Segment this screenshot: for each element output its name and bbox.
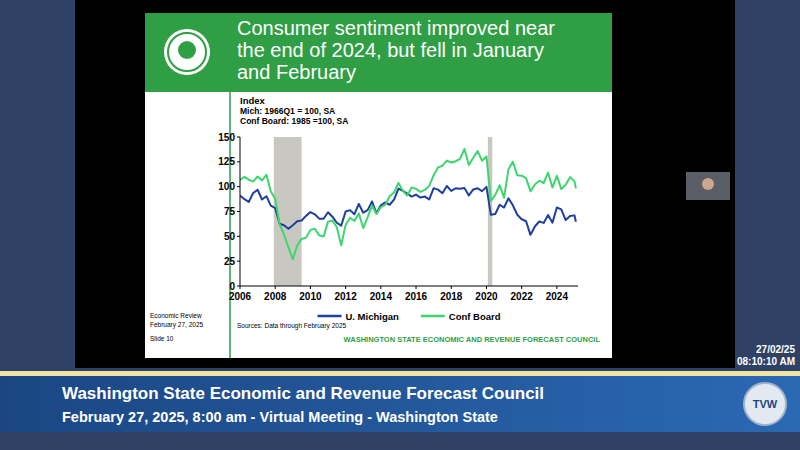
x-tick-label: 2024: [546, 291, 569, 302]
timestamp: 08:10:10 AM: [737, 356, 795, 367]
footer-left: Slide 10: [150, 335, 174, 342]
y-tick: [237, 236, 240, 237]
banner-subtitle: February 27, 2025, 8:00 am - Virtual Mee…: [62, 409, 498, 425]
screen: [75, 0, 735, 368]
slide: [145, 13, 612, 358]
y-tick-label: 125: [218, 156, 235, 167]
x-tick: [521, 286, 522, 289]
seal: [164, 29, 210, 75]
x-axis: [240, 286, 578, 287]
y-tick-label: 100: [218, 181, 235, 192]
x-tick-label: 2012: [335, 291, 358, 302]
x-tick-label: 2020: [475, 291, 498, 302]
series-line: [240, 149, 576, 259]
x-tick: [451, 286, 452, 289]
timestamp: 27/02/25: [756, 344, 795, 355]
legend-label: Conf Board: [449, 311, 501, 322]
y-tick: [237, 161, 240, 162]
x-tick: [380, 286, 381, 289]
page: Consumer sentiment improved nearthe end …: [0, 0, 800, 450]
y-tick-label: 75: [224, 206, 236, 217]
logo-text: TVW: [753, 398, 778, 410]
background: [0, 0, 800, 450]
legend-swatch: [317, 315, 341, 318]
y-tick: [237, 261, 240, 262]
title: Consumer sentiment improved nearthe end …: [237, 17, 555, 83]
x-tick: [240, 286, 241, 289]
y-tick-label: 25: [224, 256, 236, 267]
title-line: Consumer sentiment improved near: [237, 17, 555, 39]
x-tick-label: 2018: [440, 291, 463, 302]
banner-rule: [0, 371, 800, 376]
y-tick: [237, 211, 240, 212]
x-tick-label: 2016: [405, 291, 428, 302]
title-line: the end of 2024, but fell in January: [237, 39, 544, 61]
banner: [0, 376, 800, 432]
x-tick-label: 2010: [299, 291, 322, 302]
legend-swatch: [421, 315, 445, 318]
y-tick: [237, 186, 240, 187]
webcam-face: [702, 178, 714, 190]
x-tick: [556, 286, 557, 289]
source: Sources: Data through February 2025: [237, 322, 347, 330]
legend: U. Michigan Conf Board: [317, 311, 500, 322]
y-tick-label: 150: [218, 132, 235, 143]
x-tick-label: 2022: [511, 291, 534, 302]
y-tick-label: 0: [229, 281, 235, 292]
x-tick: [486, 286, 487, 289]
x-tick-label: 2006: [229, 291, 252, 302]
x-tick: [416, 286, 417, 289]
y-label: Index: [240, 95, 266, 106]
y-tick: [237, 137, 240, 138]
slide-header: [145, 13, 612, 92]
x-tick: [310, 286, 311, 289]
y-tick-label: 50: [224, 231, 236, 242]
annotation: Conf Board: 1985 =100, SA: [240, 116, 348, 126]
seal-ring: [168, 33, 206, 71]
footer-left: February 27, 2025: [150, 321, 204, 329]
banner-title: Washington State Economic and Revenue Fo…: [62, 384, 544, 403]
legend-label: U. Michigan: [345, 311, 399, 322]
footer-right: WASHINGTON STATE ECONOMIC AND REVENUE FO…: [344, 335, 601, 344]
seal-bust: [178, 41, 196, 59]
title-line: and February: [237, 61, 356, 83]
x-tick-label: 2008: [264, 291, 287, 302]
x-tick-label: 2014: [370, 291, 393, 302]
webcam: [686, 172, 730, 200]
footer-left: Economic Review: [150, 312, 202, 319]
x-tick: [345, 286, 346, 289]
x-tick: [275, 286, 276, 289]
plot-area: [240, 137, 576, 286]
logo: [744, 383, 786, 425]
annotation: Mich: 1966Q1 = 100, SA: [240, 106, 335, 116]
